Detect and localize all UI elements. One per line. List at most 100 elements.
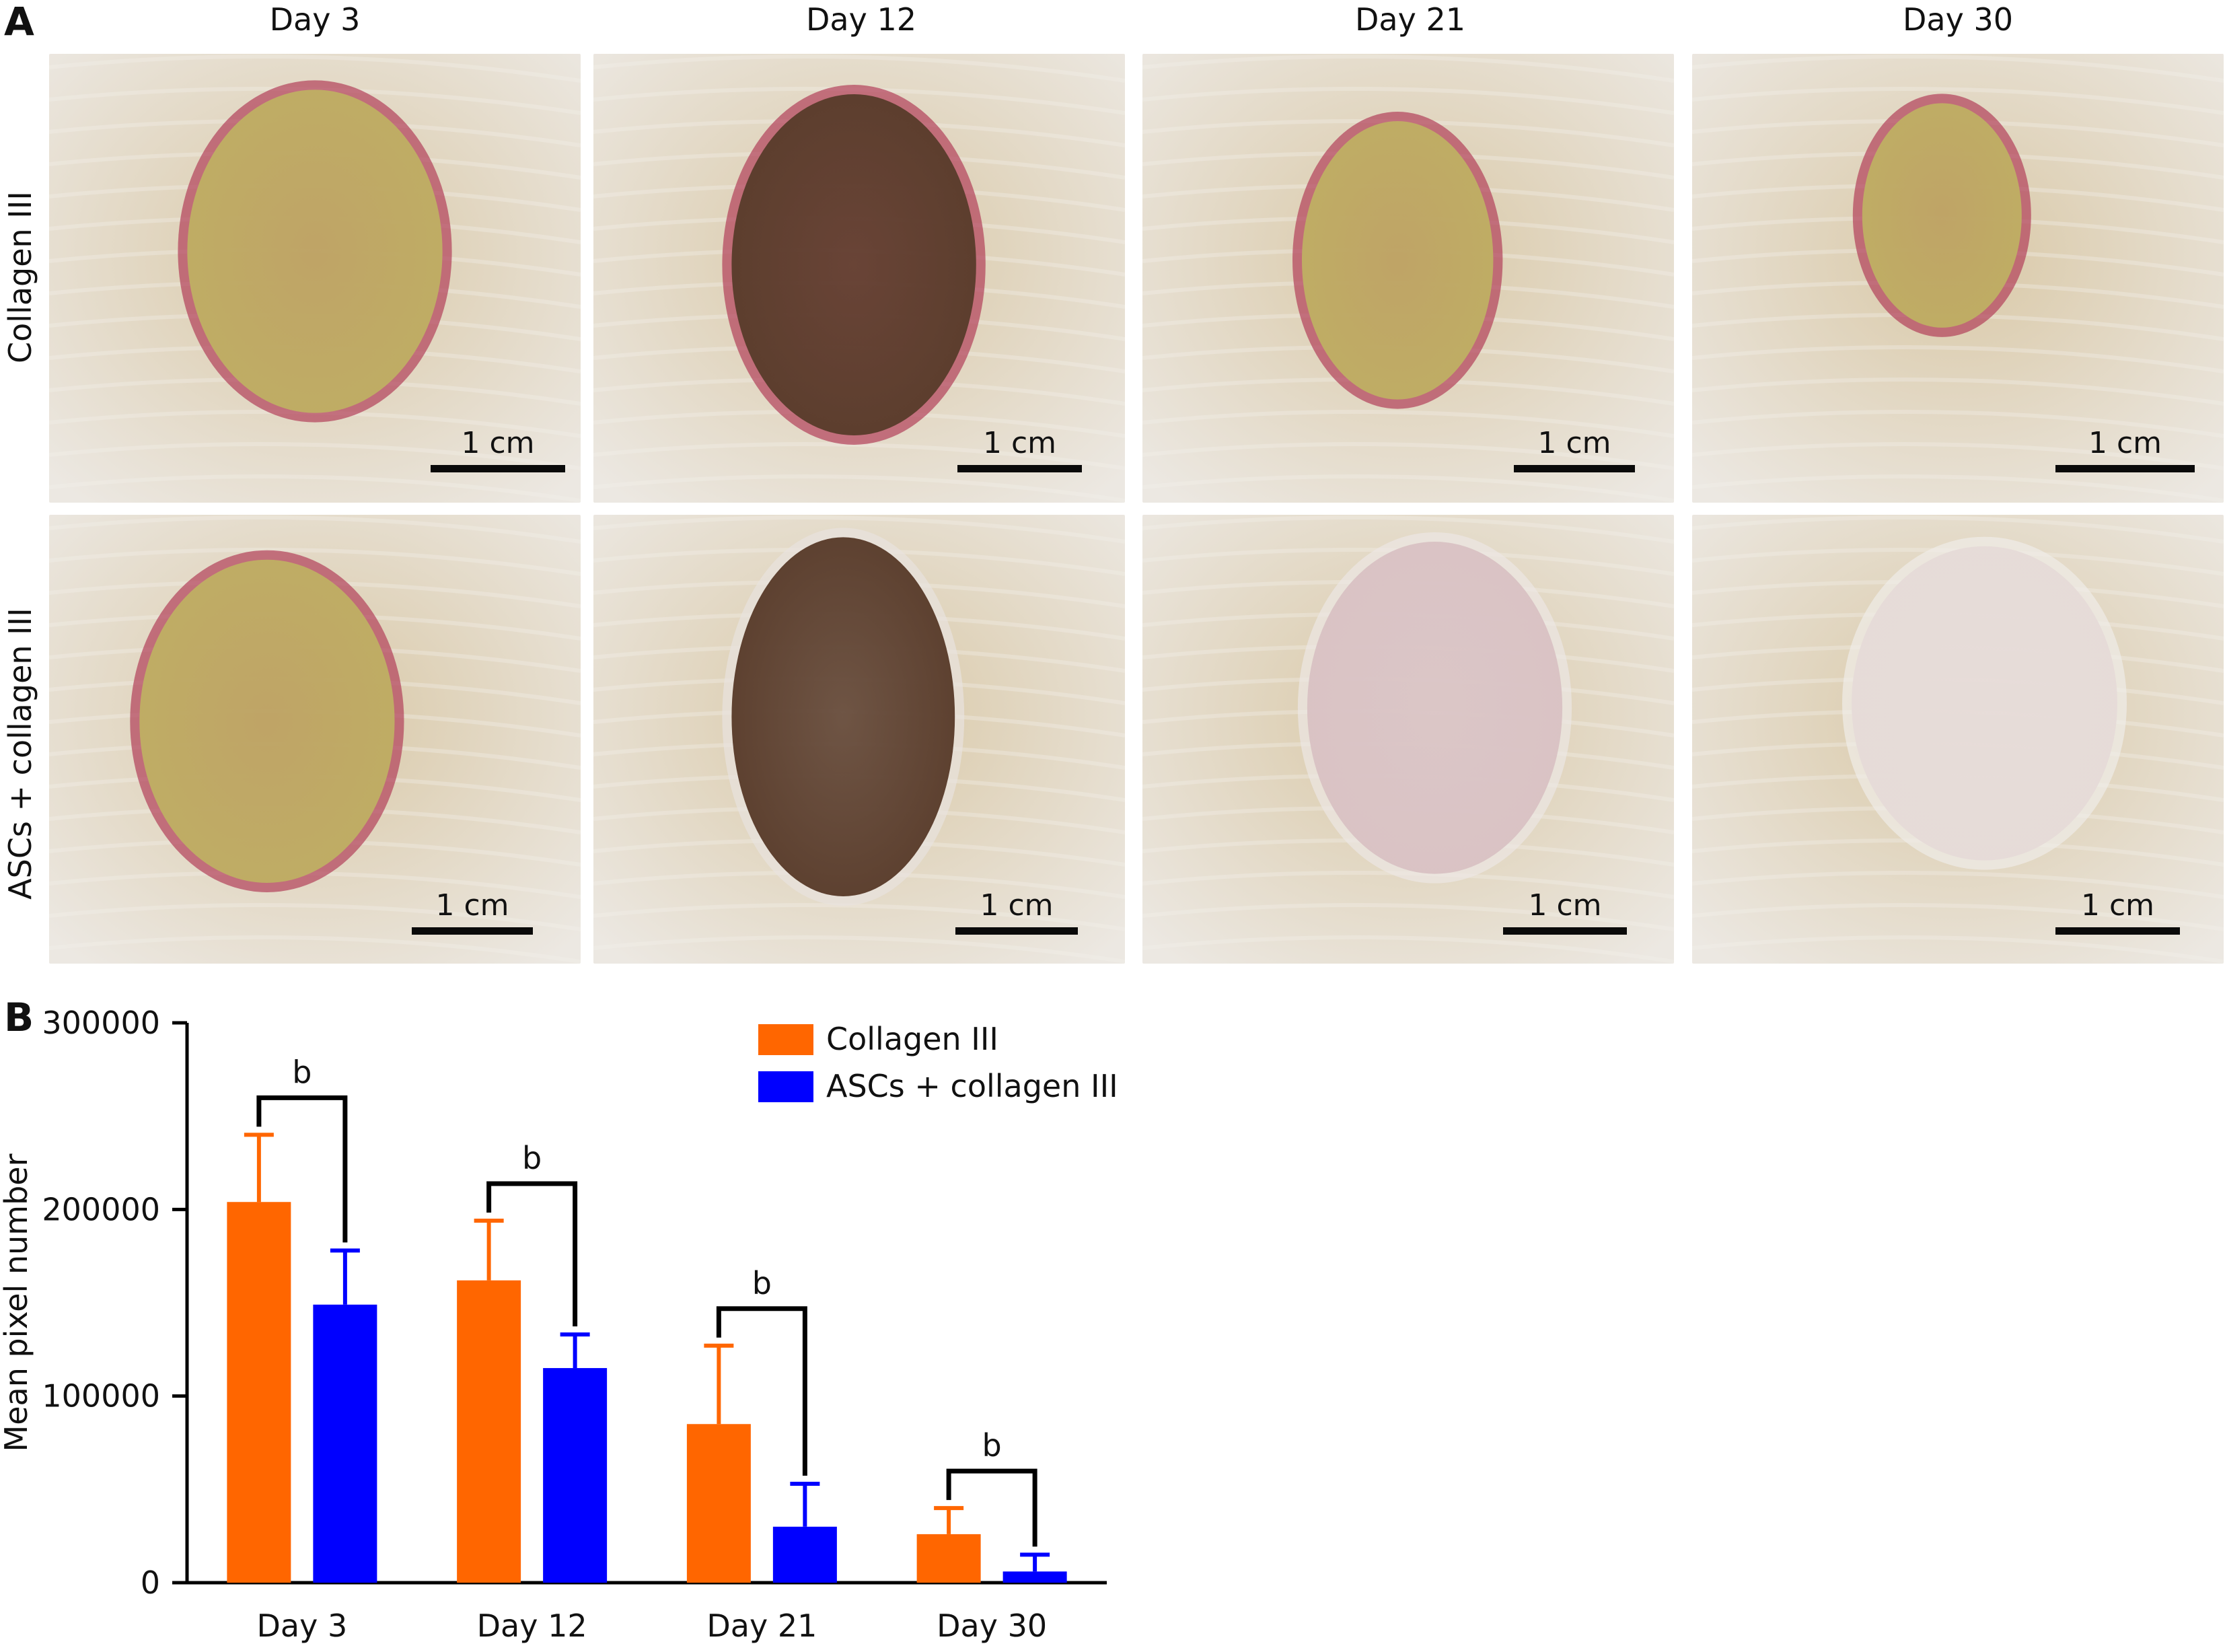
column-header-day-21: Day 21	[1355, 1, 1465, 38]
scale-bar-label: 1 cm	[982, 426, 1057, 460]
x-tick-label: Day 12	[477, 1608, 587, 1644]
bar	[686, 1424, 751, 1583]
wound-photo-r1-c2	[593, 54, 1125, 503]
scale-bar	[1503, 927, 1627, 935]
fur-streak	[1142, 55, 1674, 83]
row-label-collagen-iii: Collagen III	[2, 191, 38, 363]
significance-label: b	[522, 1140, 542, 1176]
wound-photo-r1-c1	[49, 54, 581, 503]
scale-bar	[957, 465, 1082, 472]
legend-swatch	[758, 1024, 813, 1055]
wound-area	[1862, 103, 2022, 328]
x-tick-label: Day 21	[706, 1608, 817, 1644]
y-tick-label: 0	[141, 1565, 160, 1601]
scale-bar	[2055, 927, 2180, 935]
bar	[772, 1526, 837, 1583]
scale-bar-label: 1 cm	[1537, 426, 1611, 460]
scale-bar-label: 1 cm	[1528, 888, 1602, 923]
wound-photo-r2-c2	[593, 515, 1125, 964]
y-axis-label: Mean pixel number	[0, 1153, 34, 1451]
fur-streak	[1692, 410, 2224, 438]
scale-bar-label: 1 cm	[461, 426, 535, 460]
wound-area	[1302, 121, 1494, 400]
wound-area	[731, 94, 976, 435]
fur-streak	[1142, 903, 1674, 931]
significance-bracket	[716, 1306, 807, 1476]
wound-area	[1307, 542, 1563, 874]
wound-photo-r2-c3	[1142, 515, 1674, 964]
fur-streak	[1692, 378, 2224, 406]
y-tick-label: 200000	[42, 1191, 160, 1227]
row-label-ascs-collagen-iii: ASCs + collagen III	[2, 608, 38, 900]
bar	[457, 1280, 521, 1583]
column-header-day-30: Day 30	[1903, 1, 2013, 38]
x-tick-label: Day 3	[257, 1608, 348, 1644]
wound-area	[731, 537, 955, 896]
legend-label: Collagen III	[826, 1021, 998, 1057]
wound-area-bar-chart: 0 100000 200000 300000 Mean pixel number b Day…	[0, 1005, 1118, 1644]
wound-photo-r2-c4	[1692, 515, 2224, 964]
panel-b-letter: B	[4, 995, 34, 1040]
scale-bar-label: 1 cm	[980, 888, 1054, 923]
legend-label: ASCs + collagen III	[826, 1068, 1118, 1104]
fur-streak	[1692, 87, 2224, 115]
fur-streak	[1142, 410, 1674, 438]
scale-bar	[412, 927, 533, 935]
bar	[313, 1304, 377, 1583]
significance-label: b	[752, 1265, 772, 1301]
bar	[1002, 1571, 1067, 1583]
fur-streak	[49, 474, 581, 503]
wound-area	[1852, 546, 2117, 861]
fur-streak	[593, 935, 1125, 964]
scale-bar-label: 1 cm	[2080, 888, 2155, 923]
wound-photo-r1-c3	[1142, 54, 1674, 503]
wound-photo-r2-c1	[49, 515, 581, 964]
fur-streak	[1142, 87, 1674, 115]
fur-streak	[49, 55, 581, 83]
fur-streak	[1692, 345, 2224, 373]
fur-streak	[1692, 442, 2224, 470]
scale-bar	[2055, 465, 2195, 472]
fur-streak	[49, 548, 581, 576]
significance-bracket	[946, 1468, 1037, 1547]
fur-streak	[1692, 515, 2224, 544]
panel-a-letter: A	[4, 0, 34, 44]
significance-label: b	[292, 1054, 312, 1090]
significance-bracket	[486, 1181, 578, 1327]
fur-streak	[593, 515, 1125, 544]
x-tick-label: Day 30	[937, 1608, 1047, 1644]
fur-streak	[1692, 474, 2224, 503]
y-tick-label: 100000	[42, 1378, 160, 1414]
scale-bar	[1514, 465, 1635, 472]
significance-bracket	[256, 1095, 348, 1243]
bar	[543, 1368, 608, 1583]
wound-area	[187, 89, 443, 413]
fur-streak	[1692, 871, 2224, 899]
fur-streak	[49, 935, 581, 964]
fur-streak	[1692, 935, 2224, 964]
y-tick-label: 300000	[42, 1005, 160, 1041]
fur-streak	[49, 903, 581, 931]
wound-photo-r1-c4	[1692, 54, 2224, 503]
fur-streak	[1142, 515, 1674, 544]
legend-swatch	[758, 1071, 813, 1102]
column-header-day-3: Day 3	[269, 1, 361, 38]
fur-streak	[49, 442, 581, 470]
bar	[227, 1202, 291, 1583]
fur-streak	[1142, 442, 1674, 470]
scale-bar	[431, 465, 565, 472]
significance-label: b	[982, 1427, 1002, 1464]
fur-streak	[593, 474, 1125, 503]
scale-bar-label: 1 cm	[435, 888, 509, 923]
fur-streak	[593, 903, 1125, 931]
fur-streak	[1142, 474, 1674, 503]
fur-streak	[49, 515, 581, 544]
fur-streak	[1142, 935, 1674, 964]
fur-streak	[1692, 55, 2224, 83]
fur-streak	[593, 55, 1125, 83]
fur-streak	[593, 442, 1125, 470]
column-header-day-12: Day 12	[806, 1, 916, 38]
wound-area	[139, 559, 395, 883]
scale-bar-label: 1 cm	[2088, 426, 2162, 460]
scale-bar	[955, 927, 1078, 935]
